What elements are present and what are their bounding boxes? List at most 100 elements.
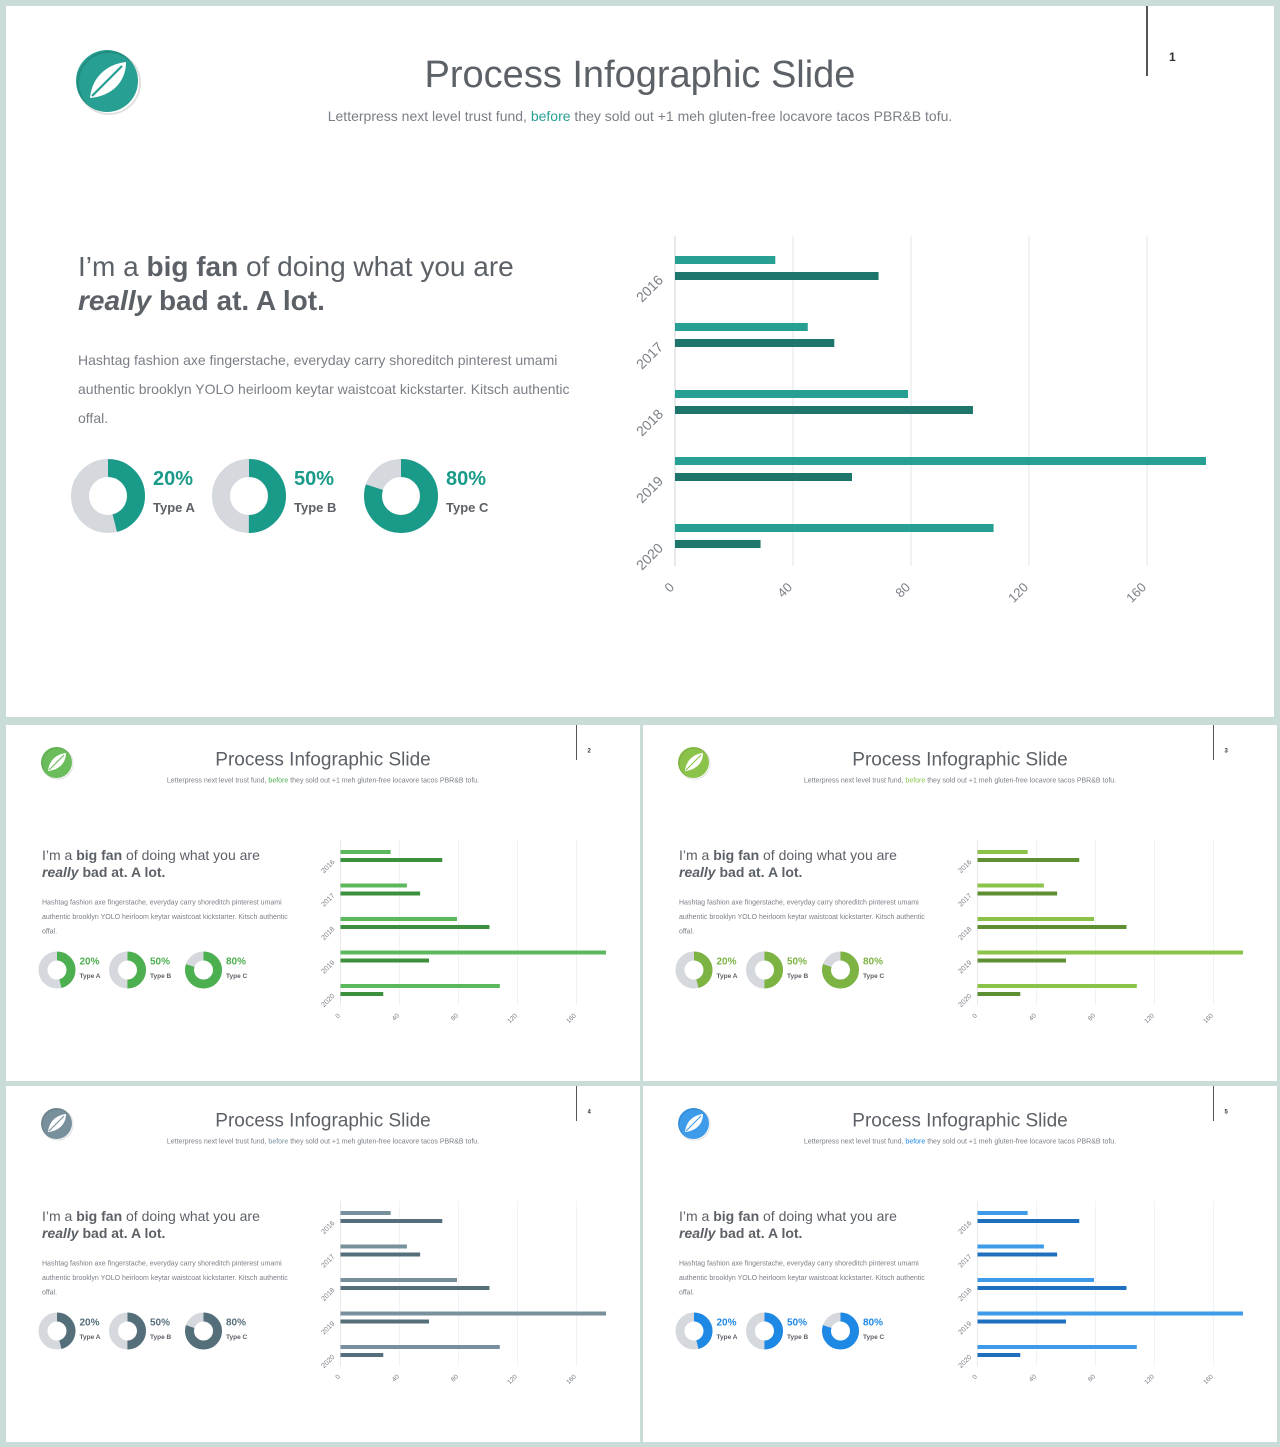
page-divider: [1213, 725, 1214, 760]
body-text: Hashtag fashion axe fingerstache, everyd…: [679, 898, 925, 935]
headline: I’m a big fan of doing what you are reall…: [78, 250, 578, 318]
donut-fill: [746, 951, 783, 989]
donut-type-label: Type C: [863, 1333, 885, 1341]
slide-content: 3 Process Infographic Slide Letterpress ne…: [643, 725, 1277, 1081]
bar-series-1: [340, 984, 500, 988]
slide-3[interactable]: 3 Process Infographic Slide Letterpress ne…: [643, 725, 1277, 1081]
page-number: 3: [1224, 747, 1228, 754]
subtitle-text: they sold out +1 meh gluten-free locavor…: [925, 776, 1117, 784]
bar-series-1: [340, 883, 407, 888]
y-category-label: 2018: [957, 926, 973, 942]
headline-text: of doing what you are: [238, 251, 514, 282]
y-category-label: 2020: [320, 1354, 336, 1370]
x-tick-label: 40: [774, 580, 795, 601]
x-tick-label: 120: [1005, 580, 1031, 606]
y-category-label: 2019: [320, 1320, 336, 1336]
body-text: Hashtag fashion axe fingerstache, everyd…: [42, 898, 288, 935]
page-divider: [576, 1086, 577, 1121]
subtitle-link[interactable]: before: [905, 776, 926, 784]
slide-subtitle: Letterpress next level trust fund, befor…: [643, 776, 1277, 784]
donut-chart-2: [212, 459, 286, 533]
donut-chart-1: [71, 459, 145, 533]
headline-bold: bad at. A lot.: [715, 1225, 803, 1242]
body-text: Hashtag fashion axe fingerstache, everyd…: [42, 1259, 288, 1296]
donut-chart-2: [109, 1312, 146, 1350]
leaf-logo-icon: [41, 1108, 74, 1141]
bar-series-1: [675, 390, 909, 398]
donut-type-label: Type A: [79, 972, 101, 980]
bar-series-1: [340, 1311, 606, 1316]
bar-series-1: [675, 323, 808, 331]
subtitle-link[interactable]: before: [905, 1137, 926, 1145]
headline-italic: really: [679, 1225, 716, 1242]
slide-1[interactable]: 1 Process Infographic Slide Letterpress ne…: [6, 6, 1274, 717]
bar-series-1: [340, 850, 391, 854]
donut-chart-3: [822, 951, 859, 989]
bar-series-1: [340, 917, 458, 921]
headline-bold: big fan: [76, 1208, 123, 1225]
y-category-label: 2019: [633, 473, 666, 506]
x-tick-label: 120: [1143, 1373, 1156, 1386]
donut-type-label: Type C: [226, 1333, 248, 1341]
x-tick-label: 0: [334, 1373, 342, 1381]
subtitle-link[interactable]: before: [530, 108, 571, 124]
bar-chart: 0 40 80 120 160 2016 2017 2018 2019 2020: [633, 236, 1206, 606]
slide-subtitle: Letterpress next level trust fund, befor…: [6, 776, 640, 784]
leaf-logo-icon: [678, 1108, 711, 1141]
y-category-label: 2020: [957, 993, 973, 1009]
bar-series-1: [340, 1345, 500, 1349]
slide-subtitle: Letterpress next level trust fund, befor…: [6, 108, 1274, 124]
page-divider: [1213, 1086, 1214, 1121]
bar-series-2: [977, 1319, 1066, 1324]
x-tick-label: 160: [565, 1373, 578, 1386]
headline: I’m a big fan of doing what you are reall…: [42, 1208, 292, 1242]
bar-series-2: [675, 406, 973, 414]
subtitle-link[interactable]: before: [268, 776, 289, 784]
bar-series-2: [340, 891, 421, 896]
bar-series-2: [977, 925, 1127, 929]
slide-content: 2 Process Infographic Slide Letterpress ne…: [6, 725, 640, 1081]
slide-4[interactable]: 4 Process Infographic Slide Letterpress ne…: [6, 1086, 640, 1442]
donut-type-label: Type A: [716, 972, 738, 980]
donut-percent: 80%: [863, 956, 884, 967]
bar-chart: 0 40 80 120 160 2016 2017 2018 2019 2020: [320, 840, 606, 1025]
slide-5[interactable]: 5 Process Infographic Slide Letterpress ne…: [643, 1086, 1277, 1442]
y-category-label: 2018: [957, 1287, 973, 1303]
donut-percent: 80%: [226, 956, 247, 967]
y-category-label: 2017: [320, 1253, 336, 1269]
x-tick-label: 0: [971, 1373, 979, 1381]
bar-series-2: [977, 992, 1021, 996]
headline: I’m a big fan of doing what you are reall…: [679, 847, 929, 881]
x-tick-label: 160: [1202, 1012, 1215, 1025]
headline-italic: really: [78, 285, 152, 316]
donut-fill: [109, 1312, 146, 1350]
donut-type-label: Type C: [863, 972, 885, 980]
donut-chart-1: [675, 1312, 713, 1350]
bar-series-1: [977, 950, 1243, 955]
subtitle-text: Letterpress next level trust fund,: [803, 1137, 906, 1145]
donut-chart-2: [746, 951, 783, 989]
bar-series-2: [340, 1353, 384, 1357]
donut-type-label: Type A: [153, 500, 195, 515]
headline-bold: bad at. A lot.: [715, 864, 803, 881]
x-tick-label: 40: [1028, 1373, 1038, 1383]
donut-chart-2: [109, 951, 146, 989]
body-text: Hashtag fashion axe fingerstache, everyd…: [78, 352, 570, 426]
slide-2[interactable]: 2 Process Infographic Slide Letterpress ne…: [6, 725, 640, 1081]
bar-chart: 0 40 80 120 160 2016 2017 2018 2019 2020: [957, 1201, 1243, 1386]
subtitle-link[interactable]: before: [268, 1137, 289, 1145]
x-tick-label: 40: [391, 1373, 401, 1383]
subtitle-text: Letterpress next level trust fund,: [166, 776, 269, 784]
body-text: Hashtag fashion axe fingerstache, everyd…: [679, 1259, 925, 1296]
donut-fill: [822, 951, 859, 989]
subtitle-text: they sold out +1 meh gluten-free locavor…: [925, 1137, 1117, 1145]
donut-chart-1: [38, 951, 76, 989]
x-tick-label: 120: [506, 1012, 519, 1025]
donut-fill: [746, 1312, 783, 1350]
bar-series-1: [340, 1278, 458, 1282]
donut-fill: [822, 1312, 859, 1350]
y-category-label: 2017: [633, 339, 666, 372]
donut-percent: 50%: [787, 1317, 808, 1328]
donut-type-label: Type B: [150, 1333, 172, 1341]
headline-bold: big fan: [713, 1208, 760, 1225]
